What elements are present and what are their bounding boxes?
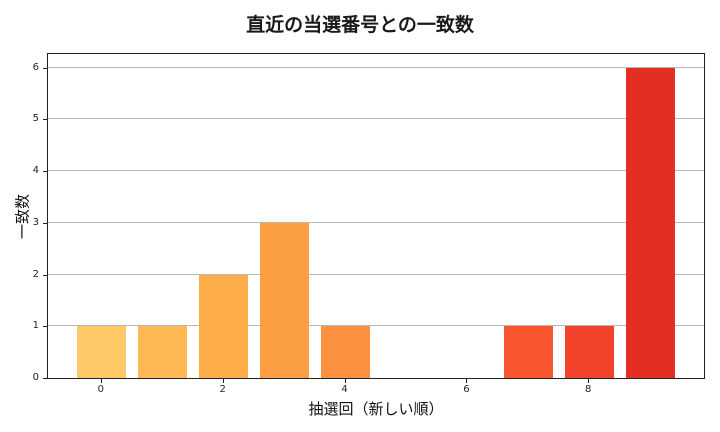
y-tick-mark: [43, 119, 47, 121]
y-tick-label: 3: [32, 216, 39, 228]
y-tick-label: 4: [32, 165, 39, 177]
y-tick-mark: [43, 274, 47, 276]
gridline: [48, 66, 704, 68]
y-tick-mark: [43, 67, 47, 69]
bar-9: [625, 67, 675, 378]
y-tick-label: 5: [32, 113, 39, 125]
y-tick-label: 1: [32, 320, 39, 332]
gridline: [48, 170, 704, 172]
x-tick-label: 4: [341, 384, 348, 395]
y-tick-mark: [43, 378, 47, 379]
bar-2: [199, 274, 249, 378]
bar-0: [77, 326, 127, 378]
x-tick-mark: [466, 379, 468, 383]
x-tick-mark: [100, 379, 102, 383]
bar-1: [138, 326, 188, 378]
chart-title: 直近の当選番号との一致数: [246, 14, 474, 36]
y-tick-mark: [43, 222, 47, 224]
x-tick-mark: [588, 379, 590, 383]
gridline: [48, 221, 704, 223]
bar-8: [564, 326, 614, 378]
y-tick-mark: [43, 171, 47, 173]
x-tick-label: 8: [585, 384, 592, 395]
y-tick-label: 0: [32, 372, 39, 383]
y-axis-label: 一致数: [13, 194, 32, 240]
x-tick-mark: [222, 379, 224, 383]
y-tick-mark: [43, 326, 47, 328]
x-axis-label: 抽選回（新しい順）: [308, 400, 444, 418]
bar-4: [321, 326, 371, 378]
gridline: [48, 273, 704, 275]
gridline: [48, 118, 704, 120]
y-tick-label: 2: [32, 268, 39, 280]
bar-7: [503, 326, 553, 378]
x-tick-label: 0: [97, 384, 105, 395]
x-tick-label: 2: [219, 384, 226, 395]
y-tick-label: 6: [32, 61, 39, 73]
x-tick-label: 6: [463, 384, 470, 395]
x-tick-mark: [344, 379, 346, 383]
plot-area: [47, 53, 705, 379]
bar-3: [260, 222, 310, 378]
gridline: [48, 325, 704, 327]
